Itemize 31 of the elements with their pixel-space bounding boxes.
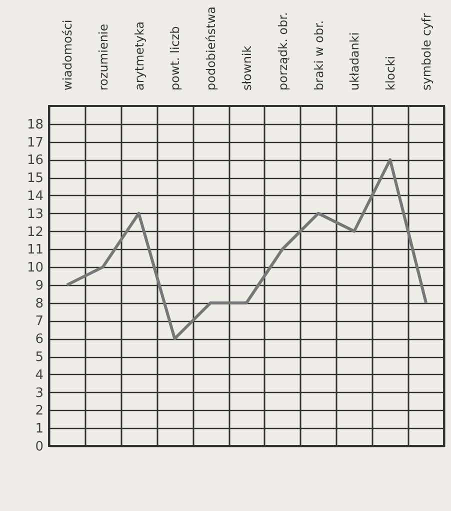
y-tick-label: 5 [35, 350, 44, 366]
y-tick-label: 10 [26, 260, 44, 276]
x-tick-label: powt. liczb [168, 26, 182, 90]
y-tick-label: 3 [35, 386, 44, 401]
x-tick-label: symbole cyfr [420, 13, 434, 90]
y-tick-label: 7 [35, 314, 44, 330]
x-tick-label: wiadomości [60, 20, 74, 90]
x-tick-label: rozumienie [96, 24, 110, 90]
y-tick-label: 0 [35, 440, 44, 454]
y-tick-label: 4 [35, 368, 44, 383]
x-tick-label: arytmetyka [132, 21, 146, 90]
y-tick-label: 6 [35, 332, 44, 348]
y-tick-label: 1 [35, 422, 44, 437]
y-tick-label: 13 [26, 206, 44, 222]
x-tick-label: słownik [240, 46, 254, 90]
x-tick-label: klocki [384, 56, 398, 90]
y-tick-label: 12 [26, 224, 44, 240]
y-tick-label: 17 [26, 135, 44, 150]
y-tick-label: 8 [35, 296, 44, 312]
y-tick-label: 9 [35, 278, 44, 294]
x-tick-label: układanki [348, 32, 362, 90]
x-tick-label: podobieństwa [204, 6, 218, 90]
y-tick-label: 2 [35, 404, 44, 419]
line-series [65, 158, 428, 340]
y-tick-label: 14 [26, 188, 44, 204]
x-tick-label: porządk. obr. [276, 12, 290, 90]
x-tick-label: braki w obr. [312, 20, 326, 90]
y-tick-label: 16 [26, 153, 44, 168]
y-tick-label: 11 [26, 242, 44, 258]
y-tick-label: 15 [26, 171, 44, 186]
y-tick-label: 18 [26, 117, 44, 132]
